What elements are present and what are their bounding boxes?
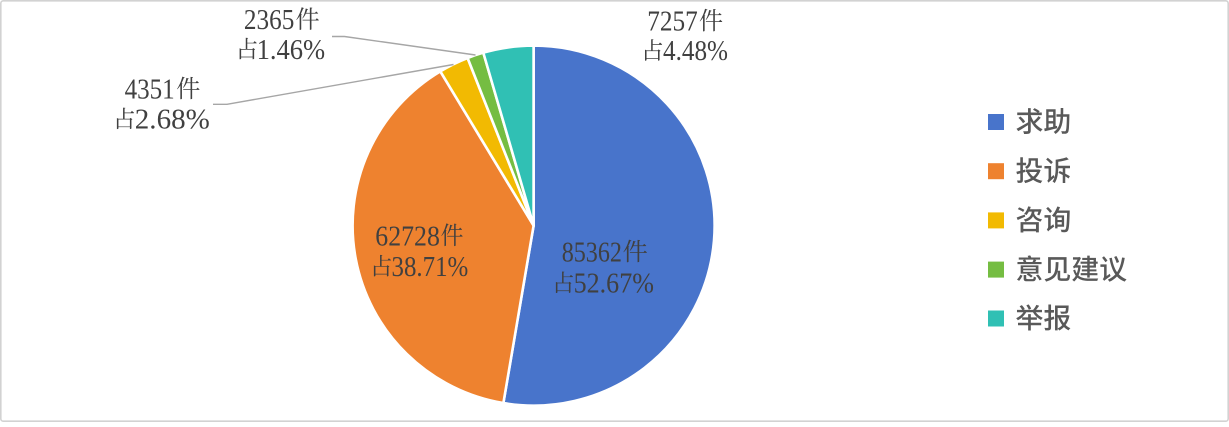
- svg-text:7257: 7257: [647, 6, 698, 38]
- svg-text:4351: 4351: [125, 74, 175, 106]
- svg-text:2365: 2365: [244, 4, 294, 36]
- svg-text:4.48%: 4.48%: [663, 35, 728, 67]
- svg-text:52.67%: 52.67%: [574, 268, 654, 300]
- svg-text:85362: 85362: [562, 237, 622, 269]
- svg-text:2.68%: 2.68%: [135, 104, 210, 136]
- svg-text:1.46%: 1.46%: [257, 34, 326, 66]
- svg-text:62728: 62728: [375, 220, 440, 252]
- svg-text:38.71%: 38.71%: [392, 251, 469, 283]
